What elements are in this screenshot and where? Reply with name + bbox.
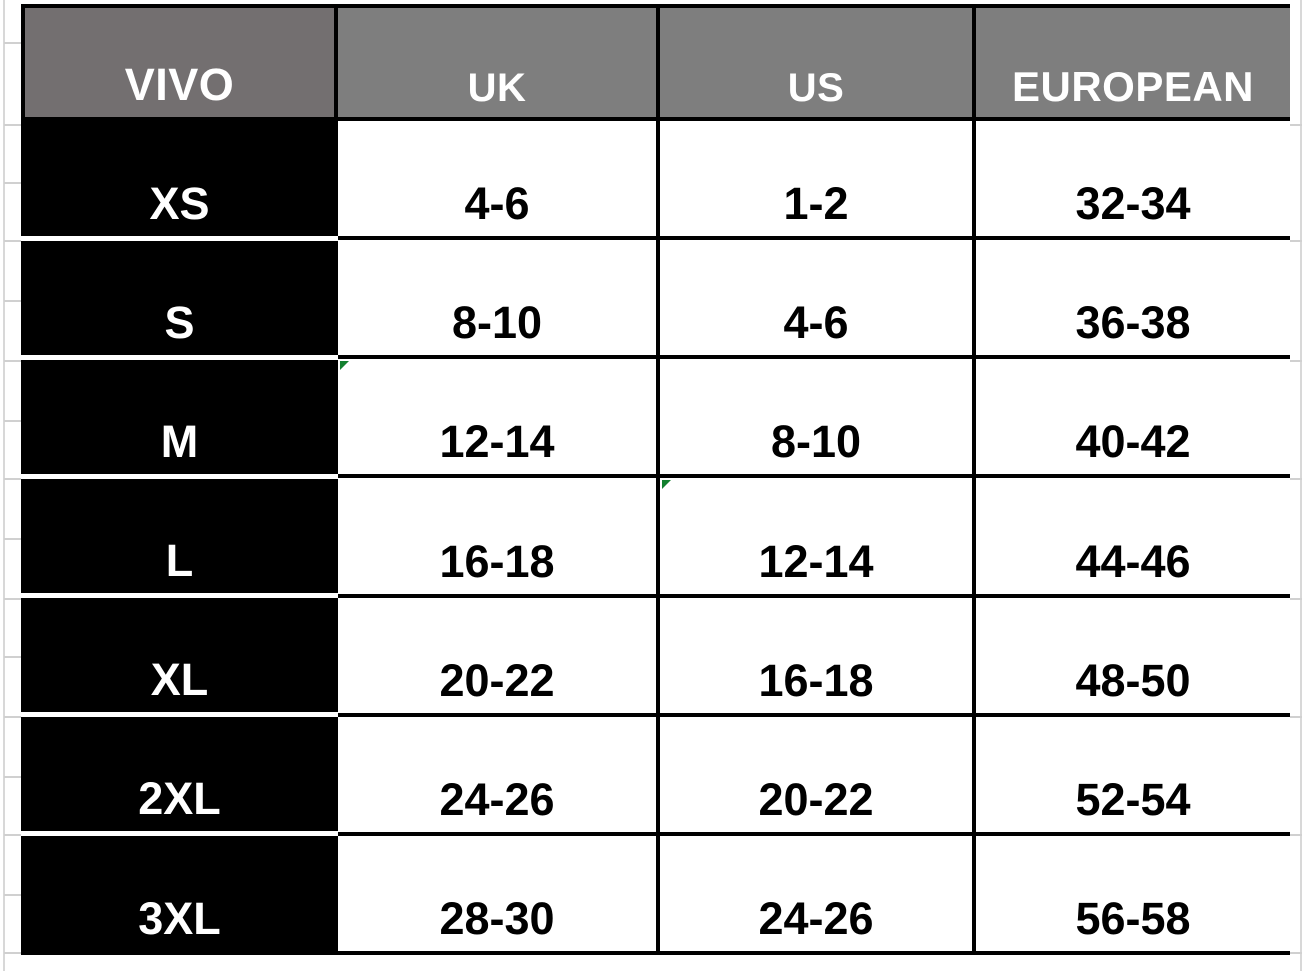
size-conversion-table: VIVO UK US EUROPEAN XS 4-6 1-2 32-34 S 8… [21,4,1290,955]
cell-us-size: 1-2 [656,119,976,241]
gutter-row-tick [1290,716,1302,718]
cell-european-size: 32-34 [972,119,1290,241]
gutter-row-tick [1290,834,1302,836]
gutter-row-tick [4,300,21,302]
cell-us-size: 12-14 [656,476,976,598]
cell-us-size: 8-10 [656,357,976,479]
column-header-european: EUROPEAN [972,4,1290,121]
gutter-row-tick [4,124,21,126]
comment-marker-icon [340,361,349,371]
gutter-row-tick [4,42,21,44]
gutter-row-tick [4,478,21,480]
row-header-gutter-left [0,0,21,971]
cell-european-size: 48-50 [972,595,1290,717]
header-row: VIVO UK US EUROPEAN [21,4,1290,121]
cell-us-size: 16-18 [656,595,976,717]
gutter-row-tick [4,598,21,600]
cell-size-name: S [21,238,338,360]
cell-uk-size: 8-10 [334,238,660,360]
cell-size-name: L [21,476,338,599]
gutter-edge-line [3,0,5,971]
row-header-gutter-right [1290,0,1304,971]
cell-uk-size: 4-6 [334,119,660,241]
gutter-row-tick [4,776,21,778]
gutter-row-tick [1290,478,1302,480]
gutter-row-tick [4,834,21,836]
gutter-row-tick [4,240,21,242]
cell-us-size: 24-26 [656,833,976,955]
table-row: L 16-18 12-14 44-46 [21,476,1290,599]
table-row: 2XL 24-26 20-22 52-54 [21,714,1290,837]
gutter-row-tick [1290,598,1302,600]
cell-size-name: XL [21,595,338,718]
cell-uk-size: 12-14 [334,357,660,479]
cell-size-name: XS [21,119,338,241]
cell-us-size: 4-6 [656,238,976,360]
gutter-row-tick [4,420,21,422]
cell-value: 12-14 [758,535,874,587]
cell-size-name: 3XL [21,833,338,955]
gutter-row-tick [1290,952,1302,954]
cell-uk-size: 28-30 [334,833,660,955]
table-body: XS 4-6 1-2 32-34 S 8-10 4-6 36-38 M 12-1… [21,119,1290,955]
cell-us-size: 20-22 [656,714,976,836]
gutter-edge-line [1300,0,1302,971]
cell-uk-size: 16-18 [334,476,660,598]
cell-size-name: M [21,357,338,479]
cell-value: 12-14 [439,416,555,468]
cell-uk-size: 24-26 [334,714,660,836]
cell-european-size: 52-54 [972,714,1290,836]
gutter-row-tick [4,656,21,658]
cell-uk-size: 20-22 [334,595,660,717]
cell-european-size: 44-46 [972,476,1290,598]
table-row: 3XL 28-30 24-26 56-58 [21,833,1290,955]
column-header-uk: UK [334,4,660,121]
column-header-vivo: VIVO [21,4,338,121]
comment-marker-icon [662,480,671,490]
gutter-row-tick [4,894,21,896]
gutter-row-tick [1290,360,1302,362]
gutter-row-tick [4,182,21,184]
cell-size-name: 2XL [21,714,338,837]
cell-european-size: 56-58 [972,833,1290,955]
gutter-row-tick [4,716,21,718]
size-chart-container: VIVO UK US EUROPEAN XS 4-6 1-2 32-34 S 8… [21,4,1290,955]
gutter-row-tick [4,360,21,362]
cell-european-size: 36-38 [972,238,1290,360]
gutter-row-tick [1290,240,1302,242]
gutter-row-tick [4,538,21,540]
table-header: VIVO UK US EUROPEAN [21,4,1290,121]
table-row: S 8-10 4-6 36-38 [21,238,1290,360]
table-row: M 12-14 8-10 40-42 [21,357,1290,479]
cell-european-size: 40-42 [972,357,1290,479]
column-header-us: US [656,4,976,121]
gutter-row-tick [4,952,21,954]
table-row: XL 20-22 16-18 48-50 [21,595,1290,718]
table-row: XS 4-6 1-2 32-34 [21,119,1290,241]
gutter-row-tick [1290,124,1302,126]
